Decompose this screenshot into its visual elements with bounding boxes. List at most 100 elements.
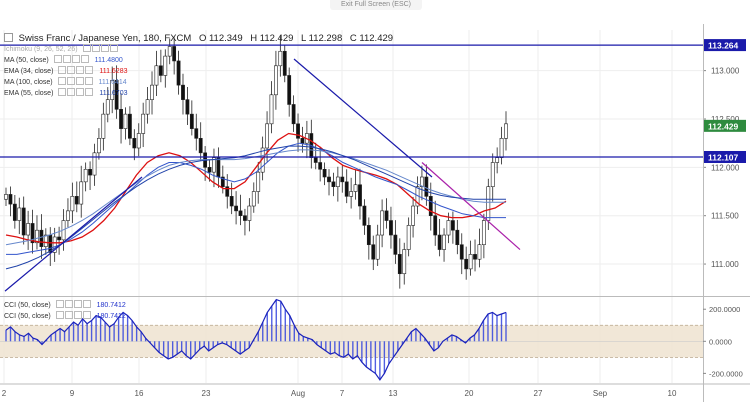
candle-body <box>39 229 44 247</box>
candle-body <box>402 249 407 275</box>
candle-body <box>92 152 97 176</box>
candle-body <box>371 244 376 260</box>
candle-body <box>43 234 48 247</box>
candle-body <box>468 254 473 270</box>
candle-body <box>154 65 159 86</box>
candle-body <box>291 104 296 125</box>
candle-body <box>12 203 17 221</box>
candle-body <box>4 194 8 200</box>
indicator-cci-1[interactable]: CCI (50, close) 180.7412 <box>4 300 126 309</box>
candle-body <box>499 138 504 158</box>
candle-body <box>101 113 106 139</box>
candle-body <box>428 196 433 216</box>
indicator-value: 111.4800 <box>94 57 123 64</box>
candle-body <box>446 220 451 236</box>
candle-body <box>437 234 442 250</box>
candle-body <box>442 234 446 250</box>
candle-body <box>220 176 225 187</box>
candle-body <box>411 205 415 226</box>
indicator-label: EMA (34, close) <box>4 68 54 75</box>
indicator-ema-55[interactable]: EMA (55, close) 111.6703 <box>4 88 128 97</box>
indicator-ma-50[interactable]: MA (50, close) 111.4800 <box>4 55 123 64</box>
indicator-controls[interactable] <box>58 88 94 97</box>
indicator-value: 111.6703 <box>99 90 128 97</box>
low-value: L 112.298 <box>301 33 343 44</box>
y-axis-tick-label: 111.500 <box>711 212 739 221</box>
candle-body <box>366 225 371 246</box>
cci-line <box>5 298 507 381</box>
candle-body <box>278 50 283 67</box>
level-price-label: 112.107 <box>708 152 739 162</box>
candle-body <box>433 215 438 236</box>
candle-body <box>296 123 300 139</box>
symbol-title: Swiss Franc / Japanese Yen, 180, FXCM <box>18 33 192 44</box>
candle-body <box>340 176 345 183</box>
candle-body <box>119 109 123 129</box>
candle-body <box>247 205 252 221</box>
candle-body <box>344 181 349 197</box>
level-price-tag <box>704 150 746 163</box>
indicator-label: CCI (50, close) <box>4 313 51 320</box>
last-price-tag <box>704 119 746 132</box>
indicator-ma-100[interactable]: MA (100, close) 111.6414 <box>4 77 127 86</box>
candle-body <box>251 191 256 207</box>
candle-body <box>145 99 150 115</box>
collapse-square-icon[interactable] <box>4 33 13 42</box>
candle-body <box>105 99 110 115</box>
candle-body <box>70 196 75 212</box>
candle-body <box>8 194 13 205</box>
indicator-value: 111.6414 <box>98 79 127 86</box>
x-axis-tick-label: 23 <box>202 389 211 398</box>
indicator-controls[interactable] <box>58 66 94 75</box>
candle-body <box>406 225 411 250</box>
candle-body <box>353 184 358 192</box>
candle-body <box>331 181 336 187</box>
candle-body <box>21 207 26 236</box>
indicator-ichimoku[interactable]: Ichimoku (9, 26, 52, 26) <box>4 44 119 53</box>
candle-body <box>287 75 292 105</box>
indicator-value: 180.7412 <box>96 313 126 320</box>
candle-body <box>256 171 261 192</box>
indicator-controls[interactable] <box>57 77 94 86</box>
exit-fullscreen-button[interactable]: Exit Full Screen (ESC) <box>330 0 422 10</box>
indicator-cci-2[interactable]: CCI (50, close) 180.7412 <box>4 311 126 320</box>
cci-axis-tick-label: -200.0000 <box>709 369 743 378</box>
candle-body <box>57 236 61 241</box>
ohlc-header: Swiss Franc / Japanese Yen, 180, FXCM O … <box>4 33 393 44</box>
close-value: C 112.429 <box>349 33 394 44</box>
indicator-controls[interactable] <box>53 55 90 64</box>
candle-body <box>212 157 216 173</box>
candle-body <box>66 210 70 221</box>
candle-body <box>127 113 132 139</box>
x-axis-tick-label: 13 <box>389 389 398 398</box>
candle-body <box>158 65 163 76</box>
x-axis-tick-label: Aug <box>291 389 305 398</box>
candle-body <box>181 84 185 100</box>
candle-body <box>455 229 460 246</box>
x-axis-tick-label: 2 <box>2 389 7 398</box>
indicator-controls[interactable] <box>55 300 92 309</box>
candle-body <box>389 220 393 236</box>
x-axis-tick-label: 7 <box>340 389 345 398</box>
candle-body <box>384 210 389 221</box>
last-price-label: 112.429 <box>708 121 739 131</box>
indicator-ema-34[interactable]: EMA (34, close) 111.6283 <box>4 66 128 75</box>
indicator-label: MA (100, close) <box>4 79 53 86</box>
candle-body <box>464 258 469 270</box>
y-axis-tick-label: 113.000 <box>711 67 740 76</box>
high-value: H 112.429 <box>250 33 294 44</box>
cci-axis-tick-label: 200.0000 <box>709 305 740 314</box>
indicator-controls[interactable] <box>55 311 92 320</box>
candle-body <box>185 99 190 115</box>
candle-body <box>269 94 274 125</box>
candle-body <box>189 113 194 129</box>
indicator-label: Ichimoku (9, 26, 52, 26) <box>4 46 78 53</box>
indicator-label: EMA (55, close) <box>4 90 54 97</box>
indicator-controls[interactable] <box>82 44 119 53</box>
candle-body <box>265 123 269 149</box>
candle-body <box>322 168 327 178</box>
moving-average-line <box>6 142 506 255</box>
candle-body <box>362 205 367 226</box>
candle-body <box>274 65 278 96</box>
candle-body <box>335 176 340 187</box>
